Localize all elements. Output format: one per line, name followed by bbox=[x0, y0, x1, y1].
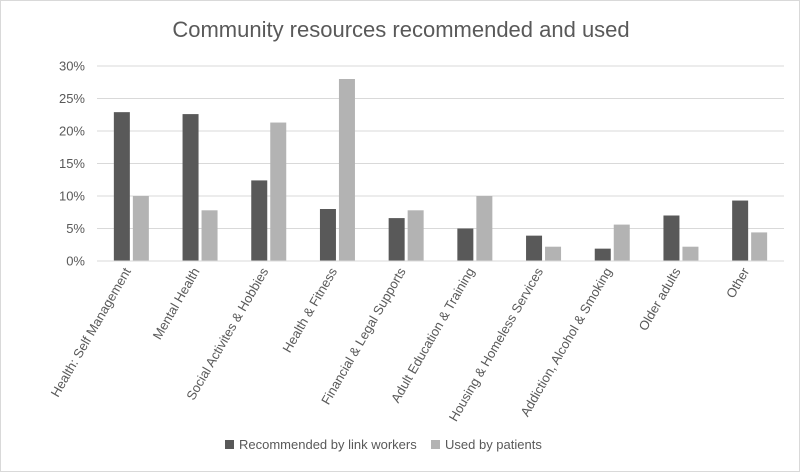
bar-used bbox=[476, 196, 493, 261]
bar-used bbox=[751, 232, 768, 261]
bar-used bbox=[613, 224, 630, 261]
x-category-label: Other bbox=[723, 264, 753, 300]
x-axis-categories: Health: Self Management Mental HealthSoci… bbox=[48, 264, 753, 424]
y-tick-label: 10% bbox=[59, 189, 85, 204]
bar-used bbox=[545, 246, 562, 261]
bar-recommended bbox=[526, 235, 543, 261]
legend-swatch bbox=[225, 440, 234, 449]
bar-recommended bbox=[594, 248, 611, 261]
x-category-label: Health: Self Management bbox=[48, 265, 135, 400]
bar-used bbox=[132, 196, 149, 261]
y-tick-label: 30% bbox=[59, 59, 85, 74]
x-category-label: Older adults bbox=[636, 265, 684, 334]
legend-label: Used by patients bbox=[445, 437, 542, 452]
y-tick-label: 25% bbox=[59, 91, 85, 106]
legend-swatch bbox=[431, 440, 440, 449]
y-tick-label: 5% bbox=[66, 221, 85, 236]
bar-used bbox=[407, 210, 424, 261]
bar-recommended bbox=[663, 215, 680, 261]
y-tick-label: 15% bbox=[59, 156, 85, 171]
bar-recommended bbox=[251, 180, 268, 261]
bar-recommended bbox=[732, 200, 749, 261]
bar-recommended bbox=[388, 218, 405, 261]
bar-recommended bbox=[113, 112, 130, 262]
x-category-label: Social Activites & Hobbies bbox=[183, 265, 271, 403]
legend-label: Recommended by link workers bbox=[239, 437, 417, 452]
x-category-label: Health & Fitness bbox=[279, 265, 340, 356]
legend: Recommended by link workers Used by patie… bbox=[225, 437, 542, 452]
y-tick-label: 0% bbox=[66, 254, 85, 269]
bar-used bbox=[338, 79, 355, 261]
bar-recommended bbox=[319, 209, 336, 261]
bars bbox=[113, 79, 768, 262]
y-tick-label: 20% bbox=[59, 124, 85, 139]
bar-recommended bbox=[182, 114, 199, 261]
bar-used bbox=[270, 122, 287, 261]
bar-recommended bbox=[457, 228, 474, 261]
x-category-label: Mental Health bbox=[150, 265, 203, 342]
gridlines bbox=[97, 65, 784, 229]
bar-used bbox=[682, 246, 699, 261]
bar-used bbox=[201, 210, 218, 261]
y-axis-ticks: 0% 5% 10% 15% 20% 25% 30% bbox=[59, 59, 85, 269]
chart-title: Community resources recommended and used bbox=[172, 17, 629, 42]
